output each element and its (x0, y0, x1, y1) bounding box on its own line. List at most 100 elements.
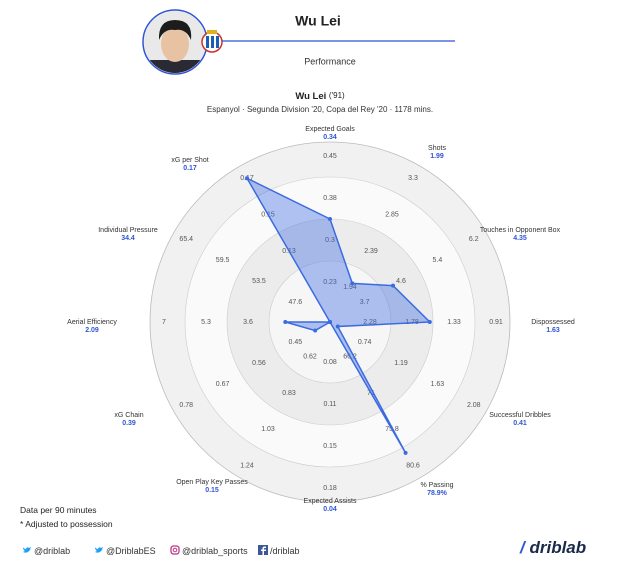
tick-label: 0.45 (323, 153, 337, 160)
tick-label: 80.6 (406, 463, 420, 470)
tick-label: 5.3 (201, 319, 211, 326)
tick-label: 2.08 (467, 402, 481, 409)
axis-label: Shots 1.99 (389, 145, 485, 161)
tick-label: 0.56 (252, 360, 266, 367)
axis-name: Dispossessed (531, 319, 575, 326)
social-handle: @driblab_sports (170, 545, 248, 556)
axis-name: Individual Pressure (98, 227, 158, 234)
tick-label: 59.5 (216, 257, 230, 264)
tick-label: 0.15 (323, 443, 337, 450)
value-label: 34.4 (121, 235, 135, 242)
axis-name: Expected Assists (303, 498, 357, 505)
tick-label: 0.45 (289, 339, 303, 346)
axis-name: Aerial Efficiency (67, 319, 117, 326)
tick-label: 5.4 (433, 257, 443, 264)
value-label: 1.63 (546, 327, 560, 334)
tick-label: 65.4 (179, 236, 193, 243)
radar-point (335, 324, 340, 329)
axis-name: Open Play Key Passes (176, 479, 248, 486)
section-title: Performance (304, 56, 356, 66)
tick-label: 1.03 (261, 426, 275, 433)
tick-label: 0.67 (216, 381, 230, 388)
radar-point (313, 328, 318, 333)
axis-label: Open Play Key Passes 0.15 (164, 479, 260, 495)
tick-label: 1.19 (394, 360, 408, 367)
radar-point (245, 176, 249, 181)
value-label: 4.35 (513, 235, 527, 242)
tick-label: 4.6 (396, 278, 406, 285)
tick-label: 47.6 (289, 299, 303, 306)
radar-point (391, 283, 396, 288)
tick-label: 6.2 (469, 236, 479, 243)
player-name: Wu Lei (295, 13, 341, 29)
value-label: 0.34 (323, 134, 337, 141)
radar-point (328, 217, 332, 221)
axis-name: Expected Goals (305, 126, 355, 133)
social-handle: /driblab (258, 545, 300, 556)
club-badge (201, 30, 223, 53)
title-note: ('91) (329, 91, 345, 100)
tick-label: 3.3 (408, 175, 418, 182)
value-label: 0.15 (205, 487, 219, 494)
brand-logo: / driblab (520, 538, 587, 557)
value-label: 0.41 (513, 420, 527, 427)
axis-label: Individual Pressure 34.4 (80, 227, 176, 243)
tick-label: 0.83 (282, 390, 296, 397)
tick-label: 7 (162, 319, 166, 326)
social-handle: @DriblabES (94, 545, 156, 556)
tick-label: 2.39 (364, 248, 378, 255)
tick-label: 0.11 (323, 401, 336, 408)
tick-label: 1.24 (240, 463, 254, 470)
axis-label: Touches in Opponent Box 4.35 (472, 227, 568, 243)
axis-name: Successful Dribbles (489, 412, 551, 419)
chart-subtitle: Espanyol · Segunda Division '20, Copa de… (207, 105, 433, 114)
social-handle: @driblab (22, 545, 70, 556)
axis-label: Expected Assists 0.04 (282, 498, 378, 514)
chart-title: Wu Lei ('91) (295, 91, 345, 102)
axis-label: Successful Dribbles 0.41 (472, 412, 568, 428)
tick-label: 0.62 (303, 353, 317, 360)
axis-name: xG per Shot (171, 157, 209, 164)
value-label: 1.99 (430, 153, 444, 160)
axis-label: % Passing 78.9% (389, 482, 485, 498)
radar-point (350, 281, 355, 286)
value-label: 0.17 (183, 165, 197, 172)
title-name: Wu Lei (295, 91, 326, 102)
tick-label: 3.6 (243, 319, 253, 326)
axis-label: Dispossessed 1.63 (505, 319, 601, 335)
axis-name: Touches in Opponent Box (479, 227, 561, 234)
axis-name: % Passing (420, 482, 454, 489)
tick-label: 0.08 (323, 359, 337, 366)
tick-label: 0.3 (325, 237, 335, 244)
value-label: 78.9% (427, 490, 447, 497)
social-text: @driblab_sports (182, 546, 248, 556)
radar-point (427, 320, 432, 324)
value-label: 0.39 (122, 420, 136, 427)
tick-label: 3.7 (360, 299, 370, 306)
tick-label: 0.78 (179, 402, 193, 409)
tick-label: 53.5 (252, 278, 266, 285)
axis-label: xG per Shot 0.17 (142, 157, 238, 173)
social-text: @DriblabES (106, 546, 156, 556)
tick-label: 0.38 (323, 195, 337, 202)
axis-name: xG Chain (114, 412, 144, 419)
axis-label: xG Chain 0.39 (81, 412, 177, 428)
tick-label: 2.28 (363, 319, 377, 326)
footer-note: * Adjusted to possession (20, 519, 113, 529)
brand-text: driblab (529, 538, 587, 557)
radar-point (328, 320, 332, 324)
tick-label: 0.74 (358, 339, 372, 346)
tick-label: 1.94 (343, 284, 357, 291)
axis-name: Shots (428, 145, 446, 152)
tick-labels: 0.23 0.3 0.38 0.45 1.94 2.39 2.85 3.3 3.7 4.6 5.4 6… (162, 153, 503, 492)
tick-label: 1.63 (431, 381, 445, 388)
player-photo (142, 9, 208, 75)
value-label: 2.09 (85, 327, 99, 334)
social-text: @driblab (34, 546, 71, 556)
tick-label: 1.33 (447, 319, 461, 326)
tick-label: 0.18 (323, 485, 337, 492)
social-text: /driblab (270, 546, 300, 556)
radar-area (245, 176, 432, 454)
